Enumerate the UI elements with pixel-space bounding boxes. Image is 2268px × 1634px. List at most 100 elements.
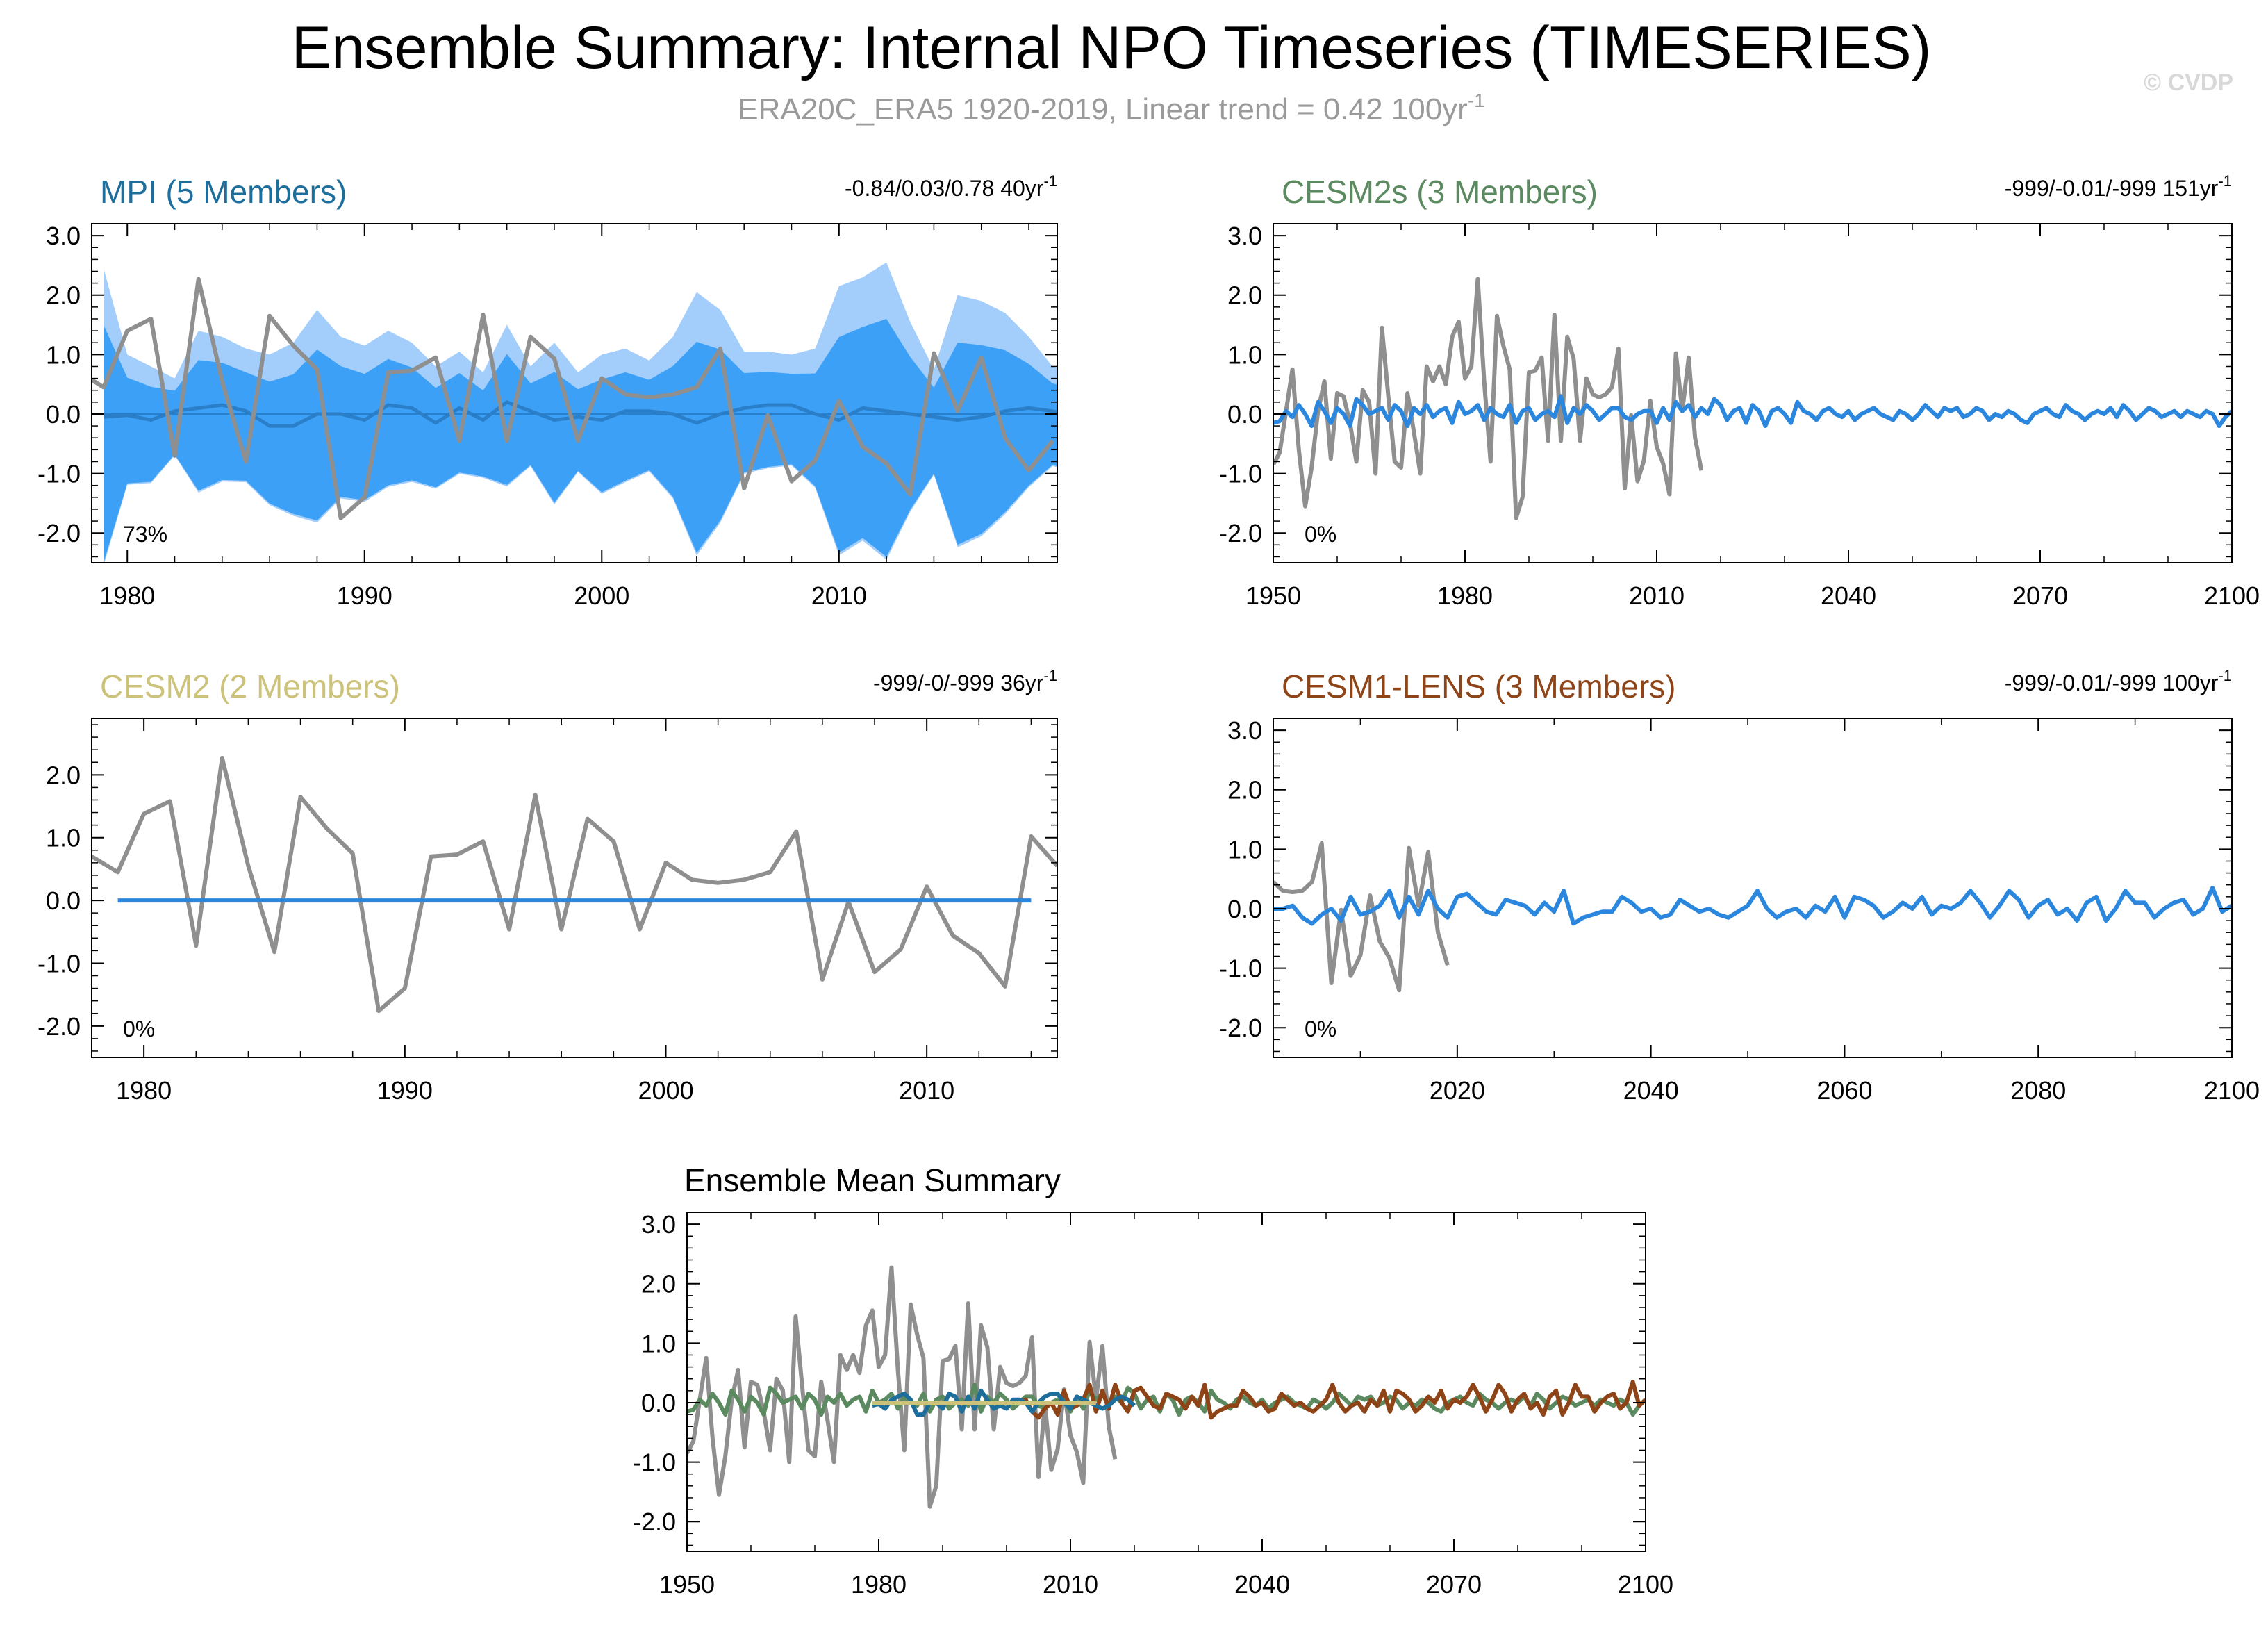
- plot-frame: [1273, 223, 2233, 563]
- ytick-label: 2.0: [46, 281, 81, 310]
- ytick-label: -2.0: [38, 519, 81, 547]
- plot-frame: [686, 1212, 1646, 1552]
- xtick-label: 2020: [1430, 1076, 1485, 1105]
- xtick-label: 1990: [337, 581, 392, 610]
- panel-stat-sup: -1: [2218, 667, 2232, 684]
- ytick-label: 3.0: [641, 1210, 676, 1239]
- ytick-label: -1.0: [633, 1449, 676, 1477]
- figure-credit: © CVDP: [2144, 69, 2233, 96]
- ytick-label: -2.0: [633, 1508, 676, 1536]
- xtick-label: 2060: [1816, 1076, 1872, 1105]
- xtick-label: 2010: [899, 1076, 954, 1105]
- xtick-label: 1990: [377, 1076, 433, 1105]
- ytick-label: 1.0: [46, 824, 81, 852]
- obs-line: [92, 755, 1057, 1014]
- panel-cesm2: CESM2 (2 Members) -999/-0/-999 36yr-1 2.0 1…: [38, 667, 1058, 1105]
- plot-area: [1273, 277, 2232, 520]
- ytick-label: 2.0: [1227, 281, 1262, 310]
- xtick-label: 2000: [574, 581, 629, 610]
- ensemble-mean-line: [1273, 886, 2232, 926]
- plot-area: [687, 1265, 1646, 1509]
- ytick-label: -1.0: [1219, 955, 1262, 983]
- ytick-label: 3.0: [1227, 716, 1262, 745]
- panel-stat: -999/-0/-999 36yr-1: [873, 667, 1057, 695]
- xtick-label: 1950: [659, 1570, 715, 1599]
- ytick-label: -1.0: [1219, 460, 1262, 488]
- panel-stat-text: -999/-0.01/-999 151yr: [2005, 176, 2219, 201]
- xtick-label: 2010: [1629, 581, 1685, 610]
- xtick-label: 2070: [1426, 1570, 1482, 1599]
- obs-line: [92, 277, 1054, 520]
- xtick-label: 2010: [1043, 1570, 1098, 1599]
- xtick-label: 2040: [1623, 1076, 1679, 1105]
- xtick-label: 2040: [1234, 1570, 1290, 1599]
- panels: MPI (5 Members) -0.84/0.03/0.78 40yr-1 3.0…: [38, 172, 2260, 1599]
- xtick-label: 1980: [851, 1570, 907, 1599]
- xtick-label: 2010: [811, 581, 867, 610]
- panel-stat: -999/-0.01/-999 151yr-1: [2005, 172, 2232, 201]
- ytick-label: -1.0: [38, 949, 81, 977]
- panel-title: CESM2 (2 Members): [100, 668, 400, 704]
- spread-inner-band: [104, 319, 1057, 563]
- xtick-label: 1980: [1437, 581, 1493, 610]
- panel-stat: -0.84/0.03/0.78 40yr-1: [845, 172, 1057, 201]
- panel-stat-text: -999/-0/-999 36yr: [873, 670, 1044, 695]
- panel-mpi: MPI (5 Members) -0.84/0.03/0.78 40yr-1 3.0…: [38, 172, 1058, 610]
- ytick-label: -2.0: [1219, 1014, 1262, 1042]
- xtick-label: 2100: [1618, 1570, 1673, 1599]
- ensemble-mean-line: [103, 400, 1057, 428]
- obs-line: [1273, 841, 1450, 993]
- ytick-label: 0.0: [46, 886, 81, 915]
- panel-cesm1: CESM1-LENS (3 Members) -999/-0.01/-999 10…: [1219, 667, 2260, 1105]
- xtick-label: 2080: [2010, 1076, 2066, 1105]
- ytick-label: 0.0: [641, 1389, 676, 1417]
- panel-title: CESM2s (3 Members): [1282, 174, 1598, 210]
- ytick-label: 2.0: [1227, 776, 1262, 804]
- xtick-label: 1980: [99, 581, 155, 610]
- xtick-label: 2100: [2204, 1076, 2260, 1105]
- figure-subtitle: ERA20C_ERA5 1920-2019, Linear trend = 0.…: [738, 90, 1485, 126]
- plot-frame: [1273, 718, 2233, 1058]
- obs-line: [1273, 277, 1704, 520]
- model-line-cesm1-lens: [1013, 1380, 1646, 1420]
- ytick-label: 3.0: [1227, 222, 1262, 250]
- panel-title: CESM1-LENS (3 Members): [1282, 668, 1675, 704]
- panel-stat-sup: -1: [2218, 172, 2232, 190]
- panel-stat-sup: -1: [1043, 172, 1057, 190]
- figure-subtitle-text: ERA20C_ERA5 1920-2019, Linear trend = 0.…: [738, 92, 1468, 126]
- ytick-label: -2.0: [1219, 519, 1262, 547]
- panel-stat-sup: -1: [1043, 667, 1057, 684]
- ensemble-mean-line: [1273, 394, 2232, 429]
- panel-stat-text: -999/-0.01/-999 100yr: [2005, 670, 2219, 695]
- ytick-label: 1.0: [1227, 835, 1262, 864]
- ytick-label: 0.0: [46, 400, 81, 429]
- ytick-label: 3.0: [46, 222, 81, 250]
- obs-line: [687, 1265, 1118, 1509]
- plot-area: [92, 262, 1057, 563]
- xtick-label: 2070: [2012, 581, 2068, 610]
- panel-title: MPI (5 Members): [100, 174, 347, 210]
- xtick-label: 2000: [638, 1076, 693, 1105]
- panel-summary: Ensemble Mean Summary 3.0 2.0 1.0 0.0 -1.0 -2.…: [633, 1162, 1673, 1599]
- plot-frame: [91, 718, 1058, 1058]
- plot-area: [92, 755, 1057, 1014]
- plot-frame: [91, 223, 1058, 563]
- ytick-label: 2.0: [641, 1270, 676, 1298]
- ytick-label: 1.0: [46, 340, 81, 369]
- ytick-label: -1.0: [38, 460, 81, 488]
- ytick-label: -2.0: [38, 1012, 81, 1041]
- plot-area: [1273, 841, 2232, 993]
- figure-title: Ensemble Summary: Internal NPO Timeserie…: [292, 15, 1932, 81]
- xtick-label: 2100: [2204, 581, 2260, 610]
- xtick-label: 1980: [116, 1076, 172, 1105]
- ytick-label: 2.0: [46, 761, 81, 789]
- panel-title: Ensemble Mean Summary: [684, 1162, 1061, 1198]
- panel-stat: -999/-0.01/-999 100yr-1: [2005, 667, 2232, 695]
- panel-pct: 0%: [1305, 522, 1336, 547]
- panel-cesm2s: CESM2s (3 Members) -999/-0.01/-999 151yr-…: [1219, 172, 2260, 610]
- panel-pct: 0%: [123, 1016, 155, 1041]
- panel-pct: 0%: [1305, 1016, 1336, 1041]
- ytick-label: 0.0: [1227, 895, 1262, 923]
- figure-subtitle-sup: -1: [1468, 90, 1485, 111]
